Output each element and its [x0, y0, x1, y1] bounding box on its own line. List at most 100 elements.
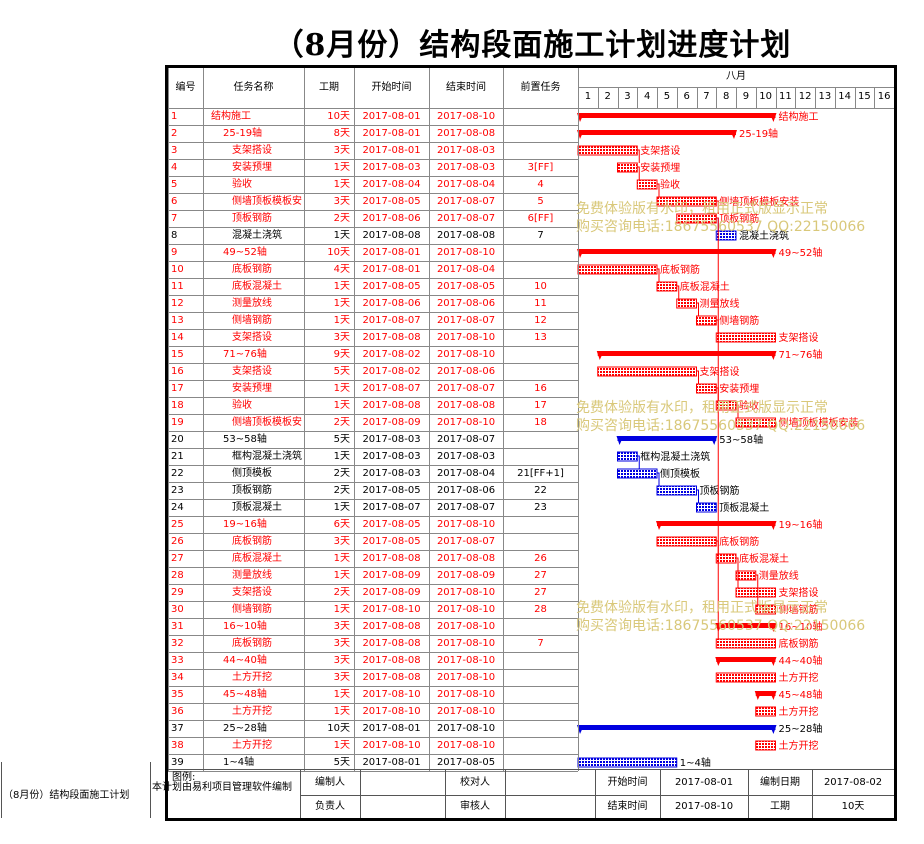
- row-line: [168, 703, 578, 704]
- task-start: 2017-08-08: [362, 230, 421, 241]
- day-divider: [755, 87, 757, 108]
- bar-label: 侧墙顶板模板安装: [719, 195, 799, 208]
- dependency-link: [637, 166, 640, 180]
- bar-label: 土方开挖: [779, 739, 819, 752]
- task-name: 45~48轴: [223, 689, 267, 700]
- row-line: [168, 516, 578, 517]
- task-bar: [617, 162, 638, 173]
- dependency-link: [716, 217, 719, 639]
- summary-start-cap: [616, 436, 624, 445]
- task-start: 2017-08-08: [362, 553, 421, 564]
- task-bar: [617, 451, 638, 462]
- task-id: 14: [171, 332, 184, 343]
- task-start: 2017-08-10: [362, 740, 421, 751]
- task-end: 2017-08-10: [436, 740, 496, 751]
- summary-start-cap: [596, 351, 604, 360]
- task-duration: 3天: [333, 672, 350, 683]
- row-line: [168, 720, 578, 721]
- column-line: [429, 68, 430, 771]
- task-predecessor: 5: [537, 196, 544, 207]
- task-name: 16~10轴: [223, 621, 267, 632]
- date-value: 2017-08-02: [823, 777, 883, 788]
- task-id: 19: [171, 417, 184, 428]
- day-divider: [815, 87, 816, 108]
- task-name: 框构混凝土浇筑: [232, 451, 302, 462]
- task-end: 2017-08-10: [436, 349, 496, 360]
- bar-label: 底板钢筋: [719, 535, 759, 548]
- task-start: 2017-08-08: [362, 655, 421, 666]
- summary-start-cap: [754, 691, 762, 700]
- legend-label: 图例:: [172, 772, 196, 783]
- task-predecessor: 18: [534, 417, 547, 428]
- row-line: [168, 754, 578, 755]
- bar-label: 验收: [660, 178, 680, 191]
- day-label: 3: [624, 91, 631, 102]
- task-start: 2017-08-05: [362, 196, 421, 207]
- task-name: 测量放线: [232, 298, 272, 309]
- bar-label: 19~16轴: [779, 518, 823, 531]
- task-start: 2017-08-01: [362, 264, 421, 275]
- task-start: 2017-08-10: [362, 689, 421, 700]
- task-name: 底板钢筋: [232, 536, 272, 547]
- bar-label: 1~4轴: [680, 756, 711, 769]
- column-header: 开始时间: [371, 82, 412, 93]
- watermark-line: 购买咨询电话:18675560537 QQ:22150066: [576, 219, 866, 235]
- task-name: 混凝土浇筑: [232, 230, 282, 241]
- task-name: 44~40轴: [223, 655, 267, 666]
- task-id: 23: [171, 485, 184, 496]
- task-duration: 3天: [333, 621, 350, 632]
- task-id: 28: [171, 570, 184, 581]
- row-line: [168, 295, 578, 296]
- dependency-link: [637, 149, 640, 163]
- task-start: 2017-08-01: [362, 757, 421, 768]
- task-name: 安装预埋: [232, 162, 272, 173]
- row-line: [168, 312, 578, 313]
- day-divider: [775, 87, 777, 108]
- task-bar: [577, 757, 678, 768]
- task-name: 53~58轴: [223, 434, 267, 445]
- task-name: 安装预埋: [232, 383, 272, 394]
- footer-grid-line: [660, 770, 661, 818]
- task-start: 2017-08-05: [362, 519, 421, 530]
- bar-label: 侧墙钢筋: [719, 314, 759, 327]
- task-predecessor: 12: [534, 315, 547, 326]
- task-predecessor: 27: [534, 570, 547, 581]
- dependency-link: [696, 302, 699, 316]
- task-duration: 1天: [333, 451, 350, 462]
- task-start: 2017-08-03: [362, 434, 421, 445]
- task-predecessor: 27: [534, 587, 547, 598]
- task-id: 30: [171, 604, 184, 615]
- row-line: [168, 601, 578, 602]
- bar-label: 安装预埋: [719, 382, 759, 395]
- task-duration: 1天: [333, 383, 350, 394]
- task-end: 2017-08-06: [436, 298, 496, 309]
- task-end: 2017-08-10: [436, 621, 496, 632]
- preparer-value: [360, 770, 445, 795]
- day-divider: [676, 87, 678, 108]
- summary-bar: [578, 249, 776, 254]
- task-end: 2017-08-10: [436, 672, 496, 683]
- gantt-chart: 结构施工25-19轴支架搭设安装预埋验收侧墙顶板模板安装顶板钢筋混凝土浇筑49~…: [577, 110, 859, 769]
- task-duration: 4天: [333, 264, 350, 275]
- task-bar: [715, 638, 776, 649]
- task-duration: 9天: [333, 349, 350, 360]
- owner-label: 负责人: [315, 801, 345, 812]
- row-line: [168, 431, 578, 432]
- task-end: 2017-08-08: [436, 400, 496, 411]
- task-duration: 10天: [327, 247, 350, 258]
- day-divider: [874, 87, 876, 108]
- task-id: 24: [171, 502, 184, 513]
- row-line: [168, 346, 578, 347]
- bar-label: 侧墙顶板模板安装: [779, 416, 859, 429]
- task-duration: 1天: [333, 162, 350, 173]
- task-predecessor: 28: [534, 604, 547, 615]
- day-divider: [657, 87, 658, 108]
- column-header: 结束时间: [446, 82, 486, 93]
- gantt-table: 结构施工 25-19轴 支架搭设 安装预埋 验收 侧墙顶板模板安装 顶板钢筋 混凝土浇筑 49~…: [168, 68, 894, 816]
- row-line: [168, 499, 578, 500]
- task-id: 2: [171, 128, 178, 139]
- task-end: 2017-08-08: [436, 230, 496, 241]
- summary-start-cap: [715, 657, 723, 666]
- bar-label: 44~40轴: [779, 654, 823, 667]
- bar-label: 53~58轴: [719, 433, 763, 446]
